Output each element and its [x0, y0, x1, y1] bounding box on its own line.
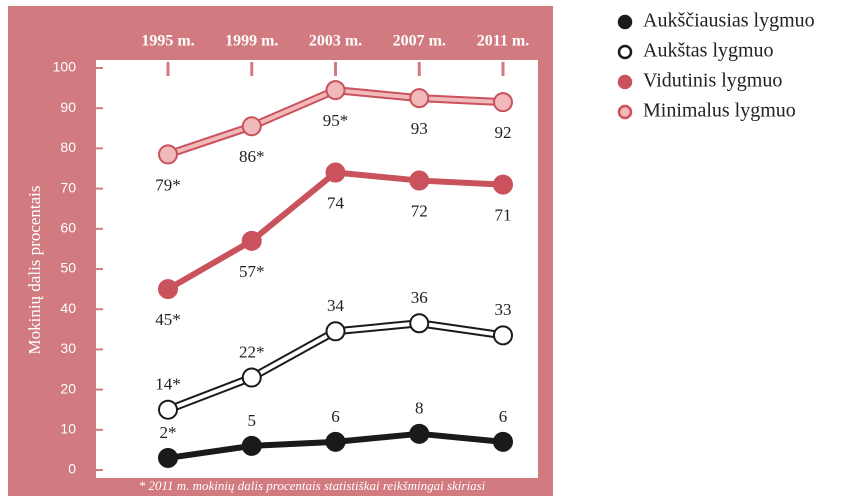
point [158, 447, 178, 468]
point [158, 144, 178, 165]
point [241, 230, 262, 251]
point [241, 367, 262, 388]
y-tick-label: 40 [60, 300, 76, 316]
x-tick-label: 2007 m. [393, 33, 446, 50]
data-label: 95* [323, 111, 349, 130]
point [493, 431, 513, 452]
point [493, 174, 513, 195]
x-tick-label: 1999 m. [225, 33, 278, 50]
legend-marker [617, 74, 633, 90]
y-tick-label: 90 [60, 99, 76, 115]
y-tick-label: 80 [60, 139, 76, 155]
data-label: 34 [327, 296, 345, 315]
point [325, 80, 346, 101]
legend-label: Aukštas lygmuo [643, 40, 774, 62]
legend-marker [617, 44, 633, 60]
legend-marker [617, 104, 633, 120]
data-label: 5 [248, 411, 257, 430]
footnote: * 2011 m. mokinių dalis procentais stati… [139, 478, 486, 493]
data-label: 14* [155, 375, 181, 394]
y-tick-label: 100 [53, 59, 77, 75]
point [158, 279, 178, 300]
data-label: 33 [495, 300, 512, 319]
data-label: 86* [239, 147, 265, 166]
data-label: 6 [499, 407, 508, 426]
data-label: 22* [239, 342, 265, 361]
data-label: 36 [411, 288, 428, 307]
legend-label: Aukščiausias lygmuo [643, 10, 815, 32]
data-label: 79* [155, 175, 181, 194]
point [241, 116, 262, 137]
data-label: 92 [495, 123, 512, 142]
point [409, 313, 430, 334]
y-tick-label: 50 [60, 260, 76, 276]
x-tick-label: 1995 m. [141, 33, 194, 50]
point [325, 431, 346, 452]
x-tick-label: 2011 m. [477, 33, 529, 50]
point [325, 321, 346, 342]
y-tick-label: 0 [68, 461, 76, 477]
legend-label: Vidutinis lygmuo [643, 70, 782, 92]
y-tick-label: 10 [60, 421, 76, 437]
data-label: 6 [331, 407, 340, 426]
legend-marker [617, 14, 633, 30]
point [158, 399, 178, 420]
y-tick-label: 30 [60, 340, 76, 356]
y-axis-title: Mokinių dalis procentais [25, 185, 44, 354]
point [409, 88, 430, 109]
data-label: 71 [495, 205, 512, 224]
point [409, 423, 430, 444]
data-label: 57* [239, 262, 265, 281]
data-label: 45* [155, 310, 181, 329]
y-tick-label: 60 [60, 220, 76, 236]
point [493, 325, 513, 346]
x-tick-label: 2003 m. [309, 33, 362, 50]
point [493, 92, 513, 113]
legend-label: Minimalus lygmuo [643, 100, 796, 122]
data-label: 72 [411, 201, 428, 220]
data-label: 74 [327, 193, 345, 212]
point [241, 435, 262, 456]
data-label: 8 [415, 399, 424, 418]
point [325, 162, 346, 183]
data-label: 93 [411, 119, 428, 138]
y-tick-label: 20 [60, 380, 76, 396]
data-label: 2* [160, 423, 177, 442]
y-tick-label: 70 [60, 179, 76, 195]
point [409, 170, 430, 191]
